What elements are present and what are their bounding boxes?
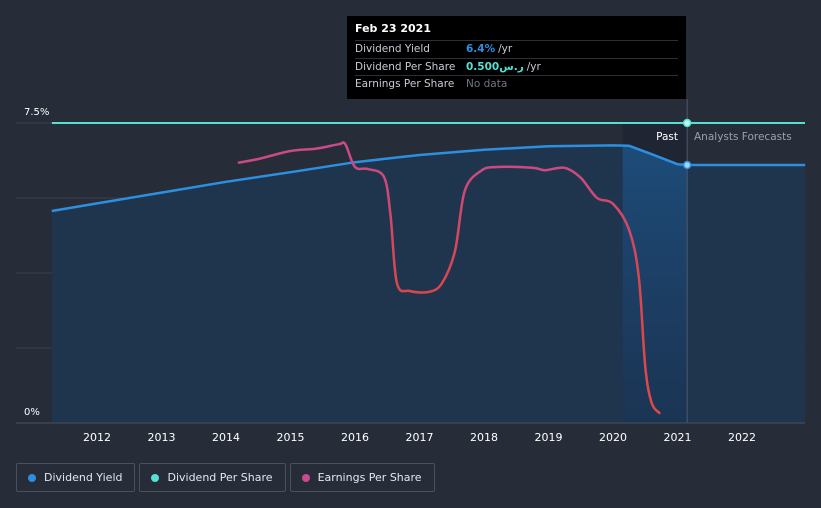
x-tick-label: 2017 <box>406 431 434 444</box>
dividend-yield-marker <box>682 160 692 170</box>
legend-item-dividend-yield[interactable]: Dividend Yield <box>16 463 136 492</box>
axes: 7.5% 0% 2012 2013 2014 2015 2016 2017 2018 2019 20… <box>16 107 805 444</box>
dividend-yield-fill <box>51 145 806 423</box>
legend-dot-icon <box>301 473 310 482</box>
tooltip-unit: /yr <box>526 60 541 73</box>
tooltip-value: 6.4% <box>466 43 496 56</box>
earnings-per-share-line <box>237 141 661 415</box>
dividend-yield-area <box>51 123 806 423</box>
tooltip-date: Feb 23 2021 <box>355 22 431 35</box>
current-period-highlight <box>622 145 688 423</box>
tooltip-label: Earnings Per Share <box>355 78 455 91</box>
legend-label: Earnings Per Share <box>317 471 422 484</box>
x-tick-label: 2012 <box>83 431 111 444</box>
x-tick-label: 2019 <box>535 431 563 444</box>
dividend-per-share-marker <box>682 118 692 128</box>
tooltip-row-dividend-yield: Dividend Yield 6.4% /yr <box>355 40 678 58</box>
x-tick-label: 2022 <box>728 431 756 444</box>
tooltip-row-dividend-per-share: Dividend Per Share 0.500ر.س /yr <box>355 57 678 76</box>
legend-item-earnings-per-share[interactable]: Earnings Per Share <box>289 463 435 492</box>
tooltip-value: No data <box>466 78 508 91</box>
legend-label: Dividend Per Share <box>167 471 273 484</box>
chart-tooltip: Feb 23 2021 Dividend Yield 6.4% /yr Divi… <box>347 16 686 99</box>
x-tick-label: 2016 <box>341 431 369 444</box>
tooltip-value: 0.500ر.س <box>466 60 524 73</box>
tooltip-row-earnings-per-share: Earnings Per Share No data <box>355 75 678 93</box>
legend-dot-icon <box>151 473 160 482</box>
dividend-yield-line <box>51 144 806 213</box>
x-tick-label: 2018 <box>470 431 498 444</box>
legend-label: Dividend Yield <box>44 471 123 484</box>
x-tick-label: 2020 <box>599 431 627 444</box>
x-tick-label: 2021 <box>664 431 692 444</box>
y-tick-label: 7.5% <box>24 107 49 118</box>
y-tick-label: 0% <box>24 407 40 418</box>
forecast-region-label: Analysts Forecasts <box>694 131 792 143</box>
x-tick-label: 2013 <box>148 431 176 444</box>
x-tick-label: 2015 <box>277 431 305 444</box>
tooltip-label: Dividend Per Share <box>355 60 456 73</box>
legend-item-dividend-per-share[interactable]: Dividend Per Share <box>139 463 286 492</box>
tooltip-unit: /yr <box>498 43 513 56</box>
tooltip-label: Dividend Yield <box>355 43 430 56</box>
chart-legend: Dividend Yield Dividend Per Share Earnin… <box>16 463 435 492</box>
past-region-label: Past <box>656 131 678 143</box>
series-lines <box>51 99 806 423</box>
x-tick-label: 2014 <box>212 431 240 444</box>
legend-dot-icon <box>28 473 36 482</box>
